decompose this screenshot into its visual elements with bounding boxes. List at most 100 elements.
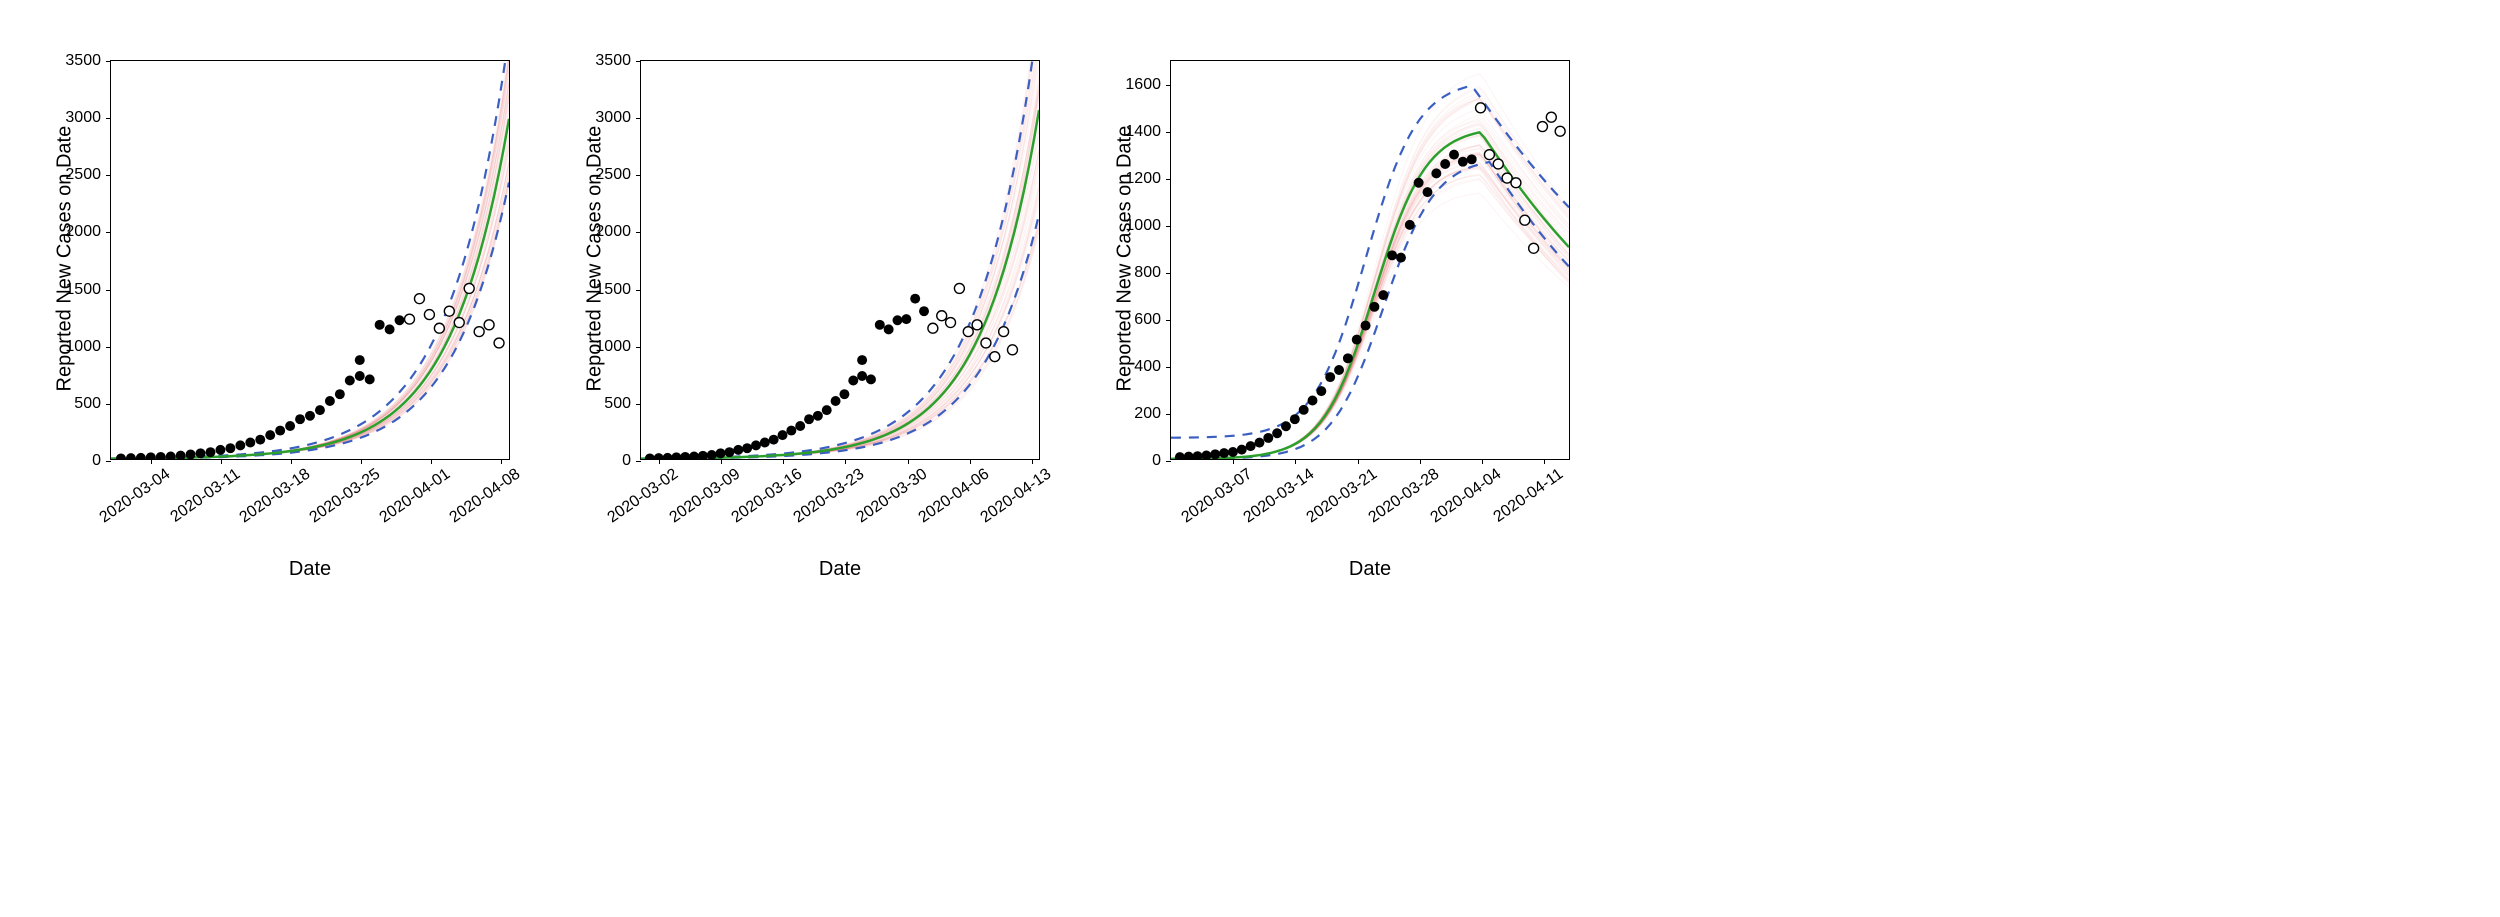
ytick-mark [1166, 461, 1171, 462]
sample-line [641, 90, 1039, 459]
sample-line [111, 84, 509, 459]
data-point-filled [1290, 414, 1300, 424]
data-point-filled [365, 374, 375, 384]
data-point-filled [804, 414, 814, 424]
sample-line [111, 133, 509, 459]
data-point-filled [345, 376, 355, 386]
sample-line [641, 90, 1039, 458]
ytick-mark [636, 290, 641, 291]
data-point-filled [1210, 449, 1220, 459]
ytick-label: 0 [1152, 452, 1161, 470]
sample-line [641, 5, 1039, 459]
ytick-mark [106, 461, 111, 462]
data-point-filled [1325, 372, 1335, 382]
data-point-filled [355, 355, 365, 365]
xtick-mark [221, 459, 222, 464]
ytick-mark [106, 175, 111, 176]
data-point-filled [1387, 250, 1397, 260]
sample-line [1171, 92, 1569, 458]
sample-line [641, 47, 1039, 459]
sample-line [111, 61, 509, 459]
data-point-filled [1184, 452, 1194, 462]
data-point-filled [857, 355, 867, 365]
data-point-filled [1352, 335, 1362, 345]
data-point-open [454, 318, 464, 328]
data-point-filled [1308, 395, 1318, 405]
data-point-filled [1219, 448, 1229, 458]
data-point-filled [136, 453, 146, 463]
sample-line [111, 45, 509, 458]
data-point-open [1493, 159, 1503, 169]
mean-line [641, 110, 1039, 459]
data-point-open [474, 327, 484, 337]
data-point-filled [866, 374, 876, 384]
figure: 05001000150020002500300035002020-03-0420… [0, 0, 2500, 917]
sample-line [641, 0, 1039, 459]
xtick-mark [845, 459, 846, 464]
data-point-filled [848, 376, 858, 386]
data-point-open [999, 327, 1009, 337]
sample-line [1171, 98, 1569, 458]
xtick-mark [1233, 459, 1234, 464]
data-point-filled [275, 426, 285, 436]
data-point-filled [315, 405, 325, 415]
sample-line [111, 58, 509, 458]
data-point-open [1476, 103, 1486, 113]
data-point-filled [305, 411, 315, 421]
data-point-filled [166, 452, 176, 462]
data-point-filled [831, 396, 841, 406]
sample-line [641, 0, 1039, 458]
xtick-mark [970, 459, 971, 464]
sample-line [1171, 96, 1569, 459]
sample-line [111, 56, 509, 459]
data-point-open [981, 338, 991, 348]
xtick-mark [1420, 459, 1421, 464]
data-point-filled [285, 421, 295, 431]
data-point-filled [1361, 321, 1371, 331]
ytick-mark [1166, 226, 1171, 227]
xtick-mark [1544, 459, 1545, 464]
sample-line [111, 90, 509, 458]
data-point-open [990, 352, 1000, 362]
data-point-open [464, 283, 474, 293]
ytick-label: 3000 [65, 109, 101, 127]
sample-line [111, 85, 509, 459]
ytick-mark [106, 61, 111, 62]
data-point-open [414, 294, 424, 304]
sample-line [1171, 118, 1569, 459]
data-point-filled [875, 320, 885, 330]
xtick-mark [908, 459, 909, 464]
ci-line [641, 13, 1039, 459]
data-point-filled [215, 445, 225, 455]
sample-line [111, 73, 509, 459]
data-point-filled [1449, 150, 1459, 160]
data-point-filled [1237, 445, 1247, 455]
data-point-filled [116, 453, 126, 463]
data-point-filled [1263, 433, 1273, 443]
sample-line [1171, 99, 1569, 459]
data-point-filled [1193, 451, 1203, 461]
data-point-open [928, 323, 938, 333]
data-point-filled [1334, 365, 1344, 375]
data-point-open [1537, 122, 1547, 132]
sample-line [641, 228, 1039, 458]
sample-line [111, 134, 509, 458]
ytick-mark [636, 347, 641, 348]
data-point-filled [1369, 302, 1379, 312]
data-point-filled [1299, 405, 1309, 415]
ytick-mark [636, 232, 641, 233]
data-point-open [1007, 345, 1017, 355]
ytick-mark [106, 232, 111, 233]
data-point-filled [769, 435, 779, 445]
sample-line [111, 57, 509, 459]
ci-line [111, 35, 509, 459]
data-point-filled [760, 438, 770, 448]
sample-line [111, 65, 509, 459]
ytick-label: 500 [74, 395, 101, 413]
data-point-filled [225, 443, 235, 453]
xtick-mark [291, 459, 292, 464]
data-point-open [1484, 150, 1494, 160]
data-point-open [1529, 243, 1539, 253]
sample-line [111, 100, 509, 459]
data-point-open [1555, 126, 1565, 136]
